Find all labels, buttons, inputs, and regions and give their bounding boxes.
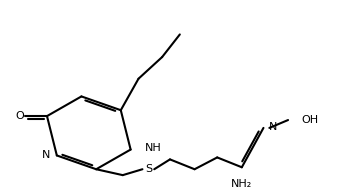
Text: S: S [145, 164, 152, 174]
Text: O: O [15, 111, 24, 121]
Text: N: N [42, 151, 50, 160]
Text: N: N [268, 122, 277, 132]
Text: NH₂: NH₂ [231, 179, 252, 189]
Text: OH: OH [302, 115, 319, 125]
Text: NH: NH [144, 143, 161, 153]
